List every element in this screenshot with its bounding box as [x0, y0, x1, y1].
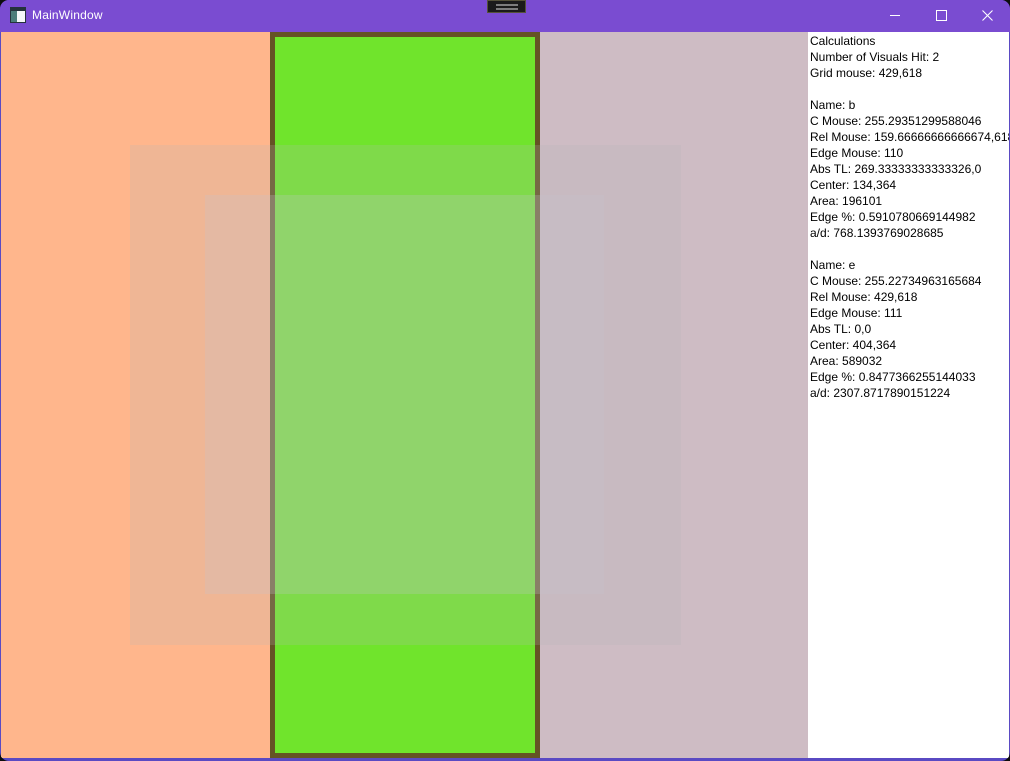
calc-line: Abs TL: 269.33333333333326,0: [810, 162, 982, 176]
calc-line: Rel Mouse: 159.66666666666674,618: [810, 130, 1009, 144]
drag-handle-bar: [495, 3, 518, 6]
drag-handle-bar: [495, 7, 518, 10]
drag-handle-widget[interactable]: [487, 0, 526, 13]
calc-line: [810, 81, 1009, 97]
calc-line: Edge Mouse: 110: [810, 146, 904, 160]
calc-line: [810, 241, 1009, 257]
window-content: Calculations Number of Visuals Hit: 2 Grid…: [1, 32, 1009, 758]
calc-line: Rel Mouse: 429,618: [810, 290, 918, 304]
calc-line: Grid mouse: 429,618: [810, 66, 923, 80]
calc-line: Center: 404,364: [810, 338, 897, 352]
rect-b-green[interactable]: [270, 32, 540, 758]
window-controls: [872, 0, 1010, 32]
calc-line: C Mouse: 255.29351299588046: [810, 114, 982, 128]
calc-line: Abs TL: 0,0: [810, 322, 872, 336]
minimize-icon: [890, 14, 900, 16]
calc-line: a/d: 2307.8717890151224: [810, 386, 951, 400]
rect-orange[interactable]: [1, 32, 270, 758]
calc-line: Edge %: 0.5910780669144982: [810, 210, 976, 224]
calc-line: Edge Mouse: 111: [810, 306, 903, 320]
calc-line: Area: 589032: [810, 354, 883, 368]
overlay-rect-inner[interactable]: [205, 195, 604, 594]
close-icon: [981, 9, 993, 21]
calculations-panel: Calculations Number of Visuals Hit: 2 Grid…: [808, 32, 1009, 758]
calc-line: Name: e: [810, 258, 856, 272]
calc-line: Edge %: 0.8477366255144033: [810, 370, 976, 384]
app-icon-topbar: [11, 8, 25, 11]
maximize-icon: [935, 9, 947, 21]
overlay-rect-outer[interactable]: [130, 145, 681, 645]
close-button[interactable]: [964, 0, 1010, 30]
calc-line: Center: 134,364: [810, 178, 897, 192]
maximize-button[interactable]: [918, 0, 964, 30]
window-title: MainWindow: [32, 8, 103, 22]
hit-test-canvas[interactable]: [1, 32, 808, 758]
app-icon-leftpane: [11, 11, 17, 22]
minimize-button[interactable]: [872, 0, 918, 30]
app-icon: [10, 7, 26, 23]
calc-line: Name: b: [810, 98, 856, 112]
calc-line: Calculations: [810, 34, 876, 48]
rect-e-mauve[interactable]: [540, 32, 808, 758]
calc-line: a/d: 768.1393769028685: [810, 226, 944, 240]
calc-line: C Mouse: 255.22734963165684: [810, 274, 982, 288]
calc-line: Area: 196101: [810, 194, 883, 208]
calc-line: Number of Visuals Hit: 2: [810, 50, 940, 64]
